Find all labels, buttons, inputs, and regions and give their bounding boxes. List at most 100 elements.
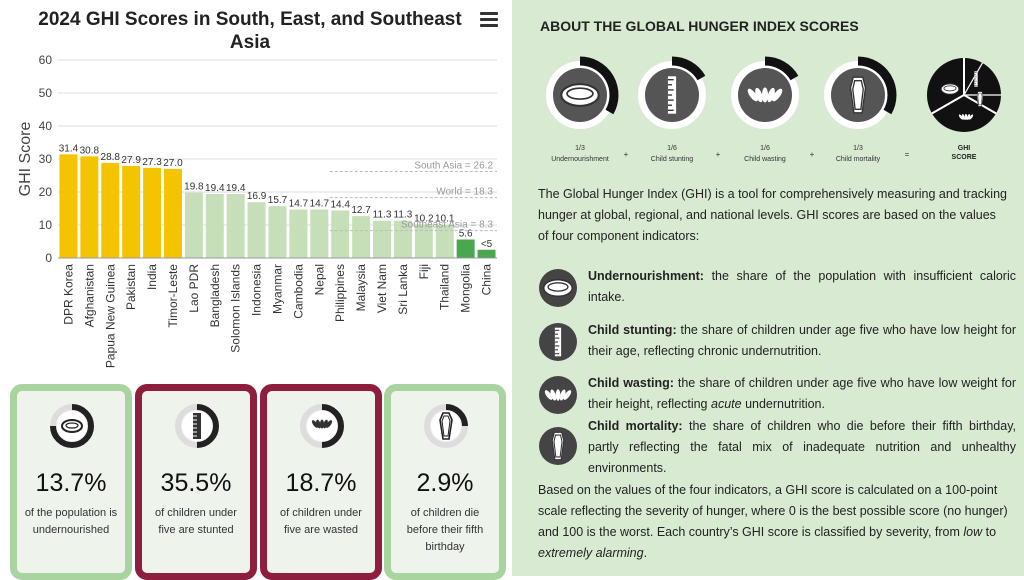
card-icon-coffin bbox=[424, 404, 468, 448]
y-tick-label: 40 bbox=[39, 119, 53, 133]
indicator-undernourishment: Undernourishment: the share of the popul… bbox=[538, 266, 1016, 316]
indicator-text: the share of children under age five who… bbox=[588, 376, 1016, 411]
card-text: of children die before their fifth birth… bbox=[406, 507, 484, 553]
data-label: <5 bbox=[481, 239, 493, 250]
bar[interactable] bbox=[435, 224, 454, 258]
indicator-text: the share of children under age five who… bbox=[588, 323, 1016, 358]
bar[interactable] bbox=[331, 210, 350, 258]
card-stunting: 35.5% of children under five are stunted bbox=[135, 384, 257, 580]
data-label: 10.1 bbox=[435, 214, 455, 225]
data-label: 19.8 bbox=[184, 182, 204, 193]
eq-label: Undernourishment bbox=[551, 156, 609, 163]
coffin-icon bbox=[539, 427, 577, 465]
bar[interactable] bbox=[393, 220, 412, 258]
card-value: 35.5% bbox=[160, 469, 232, 497]
card-icon-scale bbox=[300, 404, 344, 448]
x-tick-label: Pakistan bbox=[124, 264, 138, 310]
bar-chart: 0 10 20 30 40 50 60 GHI Score 31.4 DPR Korea 30.8 A… bbox=[17, 53, 497, 368]
bar[interactable] bbox=[163, 168, 182, 258]
bar[interactable] bbox=[101, 162, 120, 258]
closing-end: . bbox=[643, 546, 648, 560]
indicator-name: Child wasting: bbox=[588, 376, 674, 390]
x-tick-label: China bbox=[480, 264, 494, 296]
data-label: 19.4 bbox=[205, 183, 225, 194]
bar[interactable] bbox=[373, 220, 392, 258]
ghi-equation: 1/3 Undernourishment 1/6 Child stunting 1/6 C… bbox=[546, 56, 1001, 163]
indicator-stunting: Child stunting: the share of children un… bbox=[538, 320, 1016, 370]
x-tick-label: Nepal bbox=[312, 264, 326, 295]
bar[interactable] bbox=[80, 156, 99, 258]
y-tick-label: 0 bbox=[45, 251, 52, 265]
card-value: 2.9% bbox=[416, 469, 474, 497]
eq-result-label: GHI bbox=[958, 145, 971, 152]
card-value: 18.7% bbox=[285, 469, 357, 497]
menu-icon[interactable] bbox=[480, 12, 498, 28]
eq-operator: + bbox=[810, 150, 815, 159]
x-tick-label: Cambodia bbox=[291, 264, 305, 319]
eq-operator: + bbox=[716, 150, 721, 159]
bar[interactable] bbox=[477, 249, 496, 258]
x-tick-label: Afghanistan bbox=[82, 264, 96, 327]
card-text: of children under five are wasted bbox=[280, 507, 362, 536]
data-label: 16.9 bbox=[247, 191, 267, 202]
progress-arc bbox=[50, 404, 94, 448]
card-mortality: 2.9% of children die before their fifth … bbox=[384, 384, 506, 580]
about-title: ABOUT THE GLOBAL HUNGER INDEX SCORES bbox=[540, 18, 859, 34]
bar[interactable] bbox=[226, 193, 245, 258]
bar[interactable] bbox=[352, 216, 371, 258]
bar[interactable] bbox=[59, 154, 78, 258]
card-wasting: 18.7% of children under five are wasted bbox=[260, 384, 382, 580]
indicator-text-after: undernutrition. bbox=[741, 397, 825, 411]
bar[interactable] bbox=[143, 167, 162, 258]
bar[interactable] bbox=[247, 202, 266, 258]
bar[interactable] bbox=[310, 209, 329, 258]
about-intro: The Global Hunger Index (GHI) is a tool … bbox=[538, 187, 1007, 243]
bar[interactable] bbox=[205, 193, 224, 258]
data-label: 30.8 bbox=[80, 145, 100, 156]
indicator-emph: acute bbox=[711, 397, 742, 411]
y-tick-label: 60 bbox=[39, 53, 53, 67]
bar[interactable] bbox=[456, 239, 475, 258]
indicator-mortality: Child mortality: the share of children w… bbox=[538, 416, 1016, 480]
data-label: 19.4 bbox=[226, 183, 246, 194]
closing-high: extremely alarming bbox=[538, 546, 644, 560]
x-tick-label: Timor-Leste bbox=[166, 264, 180, 328]
bar[interactable] bbox=[414, 224, 433, 258]
bar[interactable] bbox=[184, 192, 203, 258]
weight-arc bbox=[857, 56, 897, 115]
data-label: 10.2 bbox=[414, 213, 434, 224]
x-tick-label: Bangladesh bbox=[208, 264, 222, 327]
card-icon-ruler bbox=[175, 404, 219, 448]
bar[interactable] bbox=[268, 206, 287, 258]
x-tick-label: Myanmar bbox=[271, 264, 285, 314]
ruler-icon bbox=[539, 323, 577, 361]
about-closing: Based on the values of the four indicato… bbox=[538, 480, 1008, 564]
data-label: 14.7 bbox=[289, 198, 309, 209]
bar[interactable] bbox=[289, 209, 308, 258]
data-label: 12.7 bbox=[351, 205, 371, 216]
indicator-text: the share of children who die before the… bbox=[588, 419, 1017, 475]
about-panel: ABOUT THE GLOBAL HUNGER INDEX SCORES 1/3… bbox=[512, 0, 1024, 576]
y-tick-label: 50 bbox=[39, 86, 53, 100]
x-tick-label: DPR Korea bbox=[61, 264, 75, 325]
chart-title: 2024 GHI Scores in South, East, and Sout… bbox=[38, 9, 462, 53]
data-label: 5.6 bbox=[459, 229, 473, 240]
progress-arc bbox=[196, 404, 219, 448]
x-tick-label: India bbox=[145, 264, 159, 290]
y-tick-label: 20 bbox=[39, 185, 53, 199]
card-icon-plate bbox=[50, 404, 94, 448]
eq-operator: = bbox=[905, 150, 910, 159]
reference-label: World = 18.3 bbox=[436, 187, 493, 198]
data-label: 11.3 bbox=[373, 210, 392, 221]
eq-label: Child stunting bbox=[651, 156, 694, 163]
chart-panel: 2024 GHI Scores in South, East, and Sout… bbox=[0, 0, 512, 580]
plate-icon bbox=[539, 269, 577, 307]
x-tick-label: Malaysia bbox=[354, 264, 368, 312]
y-tick-label: 30 bbox=[39, 152, 53, 166]
indicator-name: Child stunting: bbox=[588, 323, 677, 337]
eq-operator: + bbox=[624, 150, 629, 159]
data-label: 27.0 bbox=[163, 158, 183, 169]
bar[interactable] bbox=[122, 165, 141, 258]
closing-low: low bbox=[963, 525, 983, 539]
card-text: of children under five are stunted bbox=[155, 507, 237, 536]
